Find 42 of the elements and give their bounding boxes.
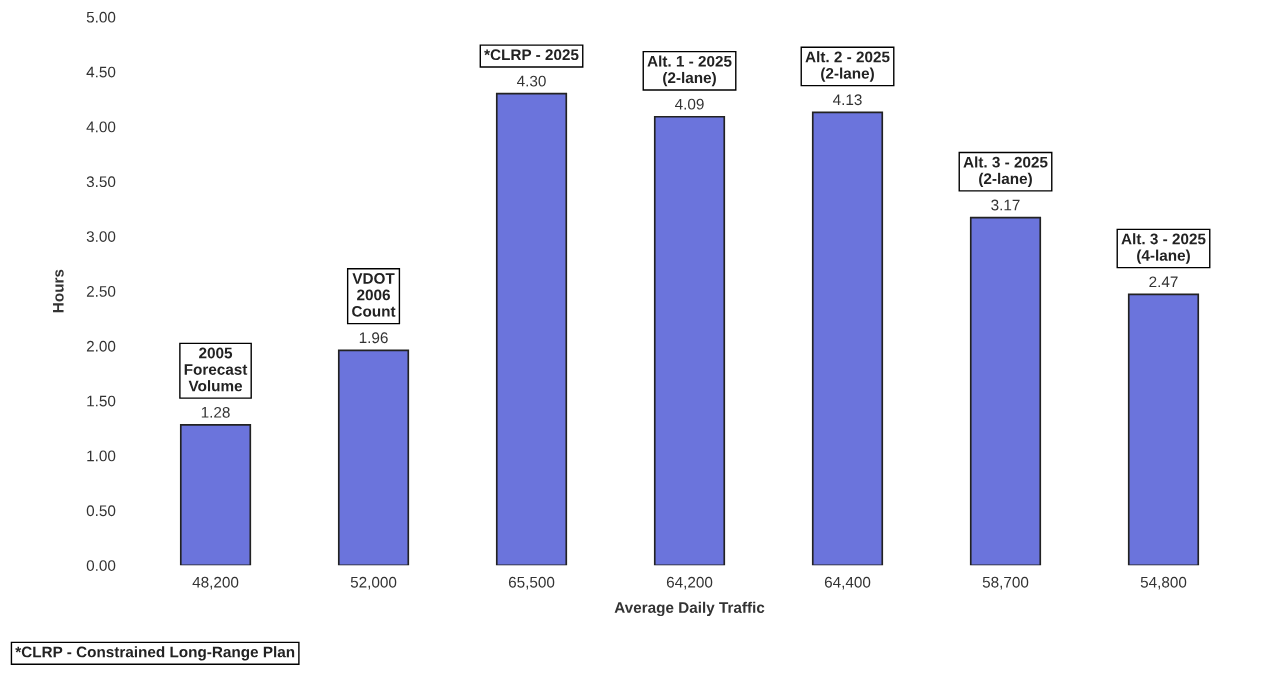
bar [653, 115, 726, 566]
data-label: 1.96 [359, 332, 388, 344]
annotation: *CLRP - 2025 [484, 49, 579, 61]
annotation: Alt. 3 - 2025 (2-lane) [963, 156, 1048, 188]
y-tick-label: 0.50 [86, 505, 116, 517]
annotation: Alt. 3 - 2025 (4-lane) [1121, 233, 1206, 264]
y-tick-label: 1.00 [87, 450, 116, 462]
y-tick-label: 2.50 [86, 285, 116, 297]
x-axis-title: Average Daily Traffic [614, 601, 765, 617]
data-label: 4.30 [517, 75, 546, 87]
bar [337, 349, 410, 566]
y-tick-label: 1.50 [87, 395, 116, 407]
annotation: Alt. 1 - 2025 (2-lane) [647, 55, 732, 87]
data-label: 4.13 [832, 94, 862, 106]
y-tick-label: 3.50 [86, 176, 116, 188]
bar [1127, 293, 1200, 566]
x-tick-label: 52,000 [350, 576, 397, 590]
text: *CLRP - Constrained Long-Range Plan [15, 646, 295, 661]
x-tick-label: 64,200 [666, 576, 713, 590]
x-tick-label: 58,700 [982, 576, 1029, 590]
y-tick-label: 0.00 [86, 560, 116, 571]
data-label: 4.09 [675, 98, 704, 110]
annotation: VDOT 2006 Count [352, 273, 396, 317]
data-label: 2.47 [1149, 276, 1178, 288]
y-axis-title: Hours [53, 269, 64, 313]
y-tick-label: 2.00 [86, 340, 116, 352]
bar [811, 111, 884, 566]
y-tick-label: 3.00 [86, 231, 116, 242]
x-tick-label: 64,400 [824, 576, 871, 590]
x-tick-label: 65,500 [508, 576, 555, 590]
bar [495, 92, 568, 566]
annotation: Alt. 2 - 2025 (2-lane) [805, 51, 890, 82]
data-label: 1.28 [201, 406, 230, 418]
x-tick-label: 54,800 [1140, 576, 1187, 590]
bar [969, 216, 1042, 566]
x-tick-label: 48,200 [192, 576, 239, 590]
bar [179, 424, 252, 566]
annotation: 2005 Forecast Volume [184, 347, 248, 392]
y-tick-label: 4.50 [86, 66, 116, 78]
data-label: 3.17 [991, 199, 1020, 211]
y-tick-label: 4.00 [86, 121, 116, 133]
y-tick-label: 5.00 [86, 11, 116, 23]
